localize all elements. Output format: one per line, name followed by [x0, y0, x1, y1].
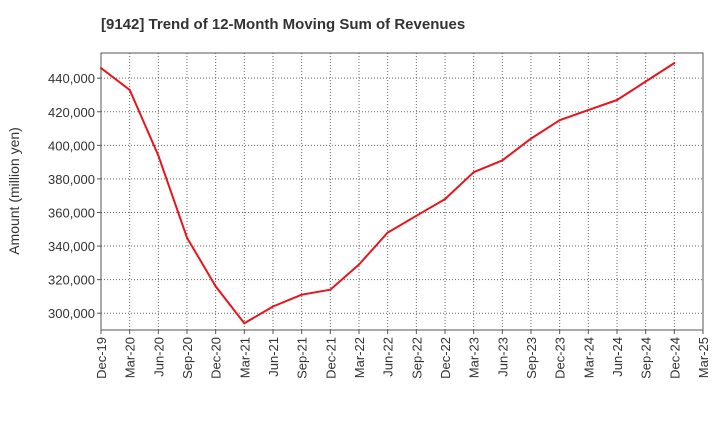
y-tick-label: 300,000 — [48, 306, 95, 321]
x-tick-label: Dec-22 — [438, 337, 453, 379]
x-tick-label: Jun-23 — [495, 337, 510, 377]
data-point — [358, 263, 360, 266]
x-tick-label: Dec-20 — [209, 337, 224, 379]
x-axis-ticks: Dec-19 Mar-20 Jun-20 Sep-20 Dec-20 Mar-21 Jun-… — [94, 330, 711, 379]
data-point — [243, 322, 246, 325]
data-point — [329, 288, 332, 291]
plot-area — [101, 53, 703, 330]
x-tick-label: Sep-20 — [180, 337, 195, 379]
y-tick-label: 340,000 — [48, 239, 95, 254]
x-tick-label: Sep-24 — [639, 337, 654, 379]
y-tick-label: 360,000 — [48, 205, 95, 220]
data-point — [558, 119, 561, 122]
data-point — [128, 88, 131, 91]
x-tick-label: Mar-23 — [467, 337, 482, 378]
chart-title: [9142] Trend of 12-Month Moving Sum of R… — [101, 16, 466, 33]
y-tick-label: 400,000 — [48, 138, 95, 153]
data-point — [157, 154, 160, 157]
data-point — [673, 62, 676, 65]
x-tick-label: Sep-22 — [409, 337, 424, 379]
x-tick-label: Mar-21 — [237, 337, 252, 378]
x-tick-label: Dec-19 — [94, 337, 109, 379]
data-point — [300, 293, 303, 296]
y-axis-label: Amount (million yen) — [6, 127, 22, 255]
data-point — [386, 231, 389, 234]
data-point — [186, 236, 188, 239]
series-layer — [100, 62, 676, 325]
y-axis-ticks: 300,000 320,000 340,000 360,000 380,000 400,0… — [48, 71, 101, 321]
data-point — [587, 109, 590, 112]
data-point — [415, 214, 418, 217]
data-point — [530, 137, 532, 140]
x-tick-label: Jun-24 — [610, 337, 625, 377]
x-tick-label: Mar-22 — [352, 337, 367, 378]
data-point — [501, 159, 504, 162]
data-point — [272, 305, 274, 308]
x-tick-label: Dec-21 — [323, 337, 338, 379]
data-point — [214, 285, 217, 288]
x-tick-label: Sep-21 — [295, 337, 310, 379]
y-tick-label: 440,000 — [48, 71, 95, 86]
y-tick-label: 320,000 — [48, 273, 95, 288]
data-point — [644, 80, 647, 83]
y-tick-label: 380,000 — [48, 172, 95, 187]
data-point — [444, 198, 446, 201]
x-tick-label: Dec-24 — [667, 337, 682, 379]
data-point — [472, 171, 475, 174]
plot-frame — [100, 52, 704, 331]
x-tick-label: Mar-20 — [123, 337, 138, 378]
x-tick-label: Jun-20 — [151, 337, 166, 377]
x-tick-label: Dec-23 — [553, 337, 568, 379]
x-tick-label: Jun-22 — [381, 337, 396, 377]
y-tick-label: 420,000 — [48, 105, 95, 120]
grid-lines — [101, 53, 703, 330]
x-tick-label: Mar-24 — [581, 337, 596, 378]
x-tick-label: Mar-25 — [696, 337, 711, 378]
data-point — [616, 99, 618, 102]
x-tick-label: Jun-21 — [266, 337, 281, 377]
x-tick-label: Sep-23 — [524, 337, 539, 379]
